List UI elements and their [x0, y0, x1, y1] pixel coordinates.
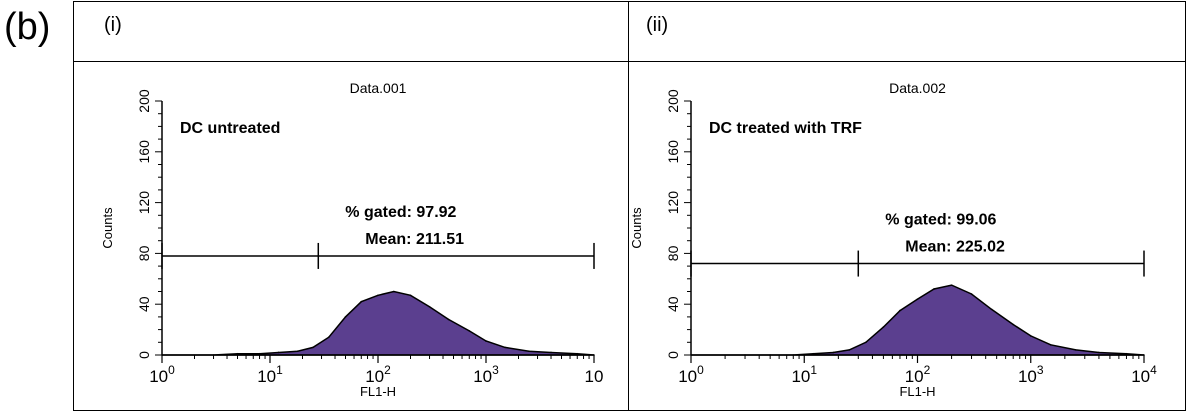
histogram-point: [576, 352, 579, 355]
y-tick-label: 160: [665, 140, 681, 164]
histogram-area: [691, 284, 1145, 356]
figure-frame: [73, 1, 1186, 411]
histogram-point: [236, 352, 239, 355]
y-tick-label: 40: [665, 296, 681, 312]
panel-label-ii: (ii): [646, 14, 669, 36]
y-tick-label: 200: [136, 89, 152, 113]
gate-percent-label: % gated: 97.92: [345, 204, 456, 221]
gate-mean-label: Mean: 211.51: [365, 231, 464, 248]
histogram-point: [970, 293, 973, 295]
y-axis-label: Counts: [629, 207, 644, 249]
histogram-point: [1029, 335, 1032, 337]
y-tick-label: 120: [665, 191, 681, 215]
histogram-point: [485, 340, 487, 342]
panel-divider: [628, 1, 629, 411]
chart-panel-2: 0 40 80 120 160 200 100 101 102 103 104 Data.002 FL1…: [629, 80, 1157, 399]
x-tick-label: 102: [905, 363, 931, 386]
histogram-point: [1125, 352, 1128, 355]
histogram-point: [344, 316, 347, 318]
x-tick-label: 104: [1131, 363, 1157, 386]
y-tick-label: 80: [136, 245, 152, 261]
histogram-point: [468, 330, 471, 332]
x-tick-label: 103: [1018, 363, 1044, 386]
histogram-point: [528, 350, 530, 352]
y-tick-label: 160: [136, 140, 152, 164]
histogram-point: [296, 350, 299, 352]
chart-title: Data.001: [350, 80, 407, 96]
histogram-point: [258, 352, 261, 355]
histogram-point: [933, 288, 935, 290]
gate-mean-label: Mean: 225.02: [905, 239, 1005, 256]
y-axis-label: Counts: [100, 207, 115, 249]
histogram-point: [409, 294, 412, 297]
y-tick-label: 200: [665, 89, 681, 113]
histogram-point: [882, 326, 885, 328]
histogram-point: [447, 318, 450, 321]
sample-annotation: DC treated with TRF: [709, 120, 862, 137]
histogram-point: [504, 346, 506, 349]
histogram-point: [550, 351, 552, 354]
histogram-point: [377, 294, 379, 297]
histogram-point: [1012, 323, 1015, 326]
x-tick-label: 10: [585, 367, 604, 386]
x-tick-label: 100: [149, 363, 175, 386]
histogram-point: [865, 341, 867, 344]
histogram-point: [1075, 349, 1077, 351]
histogram-area: [162, 290, 595, 356]
y-tick-label: 40: [136, 296, 152, 312]
histogram-point: [848, 349, 851, 351]
header-divider: [73, 61, 1186, 62]
histogram-point: [812, 352, 815, 355]
sample-annotation: DC untreated: [180, 120, 280, 137]
gate-percent-label: % gated: 99.06: [885, 212, 996, 229]
figure-label: (b): [4, 6, 51, 48]
y-tick-label: 120: [136, 191, 152, 215]
x-tick-label: 102: [365, 363, 391, 386]
histogram-point: [990, 308, 993, 311]
histogram-point: [392, 290, 395, 293]
histogram-point: [832, 351, 834, 354]
y-tick-label: 0: [136, 351, 152, 359]
y-tick-label: 0: [665, 351, 681, 359]
x-tick-label: 101: [791, 363, 817, 386]
chart-title: Data.002: [889, 80, 946, 96]
histogram-point: [916, 298, 919, 300]
histogram-point: [899, 309, 901, 312]
x-axis-label: FL1-H: [899, 384, 935, 399]
x-axis-label: FL1-H: [360, 384, 396, 399]
x-tick-label: 100: [678, 363, 704, 386]
panel-label-i: (i): [104, 14, 122, 36]
chart-panel-1: 0 40 80 120 160 200 100 101 102 103 10 Data.001 FL1-…: [100, 80, 603, 399]
histogram-point: [360, 300, 363, 303]
x-tick-label: 101: [257, 363, 283, 386]
histogram-point: [327, 336, 330, 339]
histogram-point: [1098, 351, 1100, 354]
histogram-point: [428, 305, 431, 308]
histogram-point: [950, 284, 953, 286]
histogram-point: [1049, 344, 1052, 346]
histogram-point: [277, 351, 280, 354]
x-tick-label: 103: [473, 363, 499, 386]
y-tick-label: 80: [665, 245, 681, 261]
histogram-point: [312, 346, 314, 349]
